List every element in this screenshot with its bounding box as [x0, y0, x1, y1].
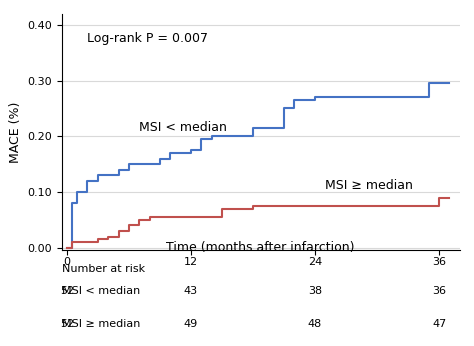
Text: 43: 43: [184, 286, 198, 296]
Text: MSI < median: MSI < median: [139, 121, 227, 134]
Text: Number at risk: Number at risk: [62, 264, 145, 274]
Text: MSI < median: MSI < median: [62, 286, 140, 296]
Text: 48: 48: [308, 319, 322, 329]
Text: MSI ≥ median: MSI ≥ median: [325, 179, 413, 192]
Text: Time (months after infarction): Time (months after infarction): [166, 241, 355, 254]
Text: Log-rank P = 0.007: Log-rank P = 0.007: [88, 32, 209, 45]
Text: 47: 47: [432, 319, 446, 329]
Text: 52: 52: [60, 286, 74, 296]
Text: MSI ≥ median: MSI ≥ median: [62, 319, 140, 329]
Y-axis label: MACE (%): MACE (%): [9, 101, 22, 163]
Text: 24: 24: [308, 257, 322, 267]
Text: 52: 52: [60, 319, 74, 329]
Text: 12: 12: [184, 257, 198, 267]
Text: 36: 36: [432, 286, 446, 296]
Text: 0: 0: [64, 257, 70, 267]
Text: 36: 36: [432, 257, 446, 267]
Text: 38: 38: [308, 286, 322, 296]
Text: 49: 49: [184, 319, 198, 329]
